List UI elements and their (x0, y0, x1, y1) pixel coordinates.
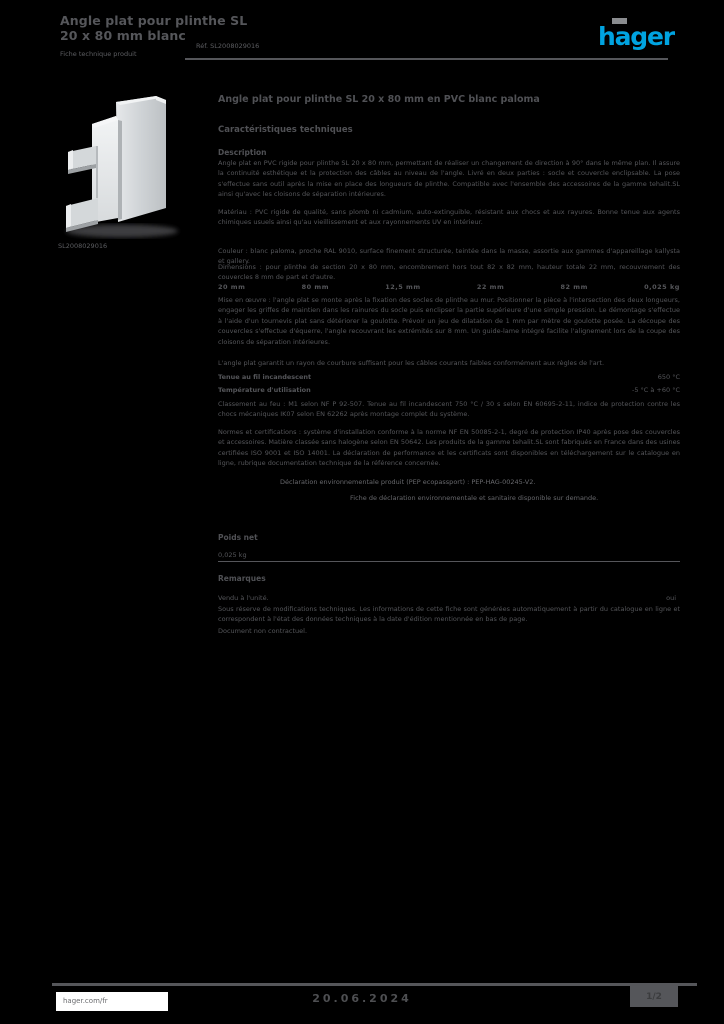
document-title-line2: 20 x 80 mm blanc (60, 27, 186, 43)
remark-short-text: Vendu à l'unité. (218, 594, 269, 602)
kv-value: 650 °C (657, 373, 680, 381)
color-row: Couleur : blanc paloma, proche RAL 9010,… (218, 247, 680, 266)
remark-flag-row: Vendu à l'unité. oui (218, 594, 676, 602)
header-subtitle: Fiche technique produit (60, 50, 137, 58)
installation-paragraph: Mise en œuvre : l'angle plat se monte ap… (218, 296, 680, 346)
description-label: Description (218, 148, 267, 157)
spec-value: 20 mm (218, 283, 246, 291)
hager-logo-text: hager (598, 22, 675, 51)
footer-site-box: hager.com/fr (56, 992, 168, 1011)
kv-label: Température d'utilisation (218, 386, 311, 394)
hager-logo-flag-icon (612, 18, 627, 24)
kv-value: -5 °C à +60 °C (631, 386, 680, 394)
weight-label: Poids net (218, 533, 258, 542)
cable-note-line: L'angle plat garantit un rayon de courbu… (218, 359, 605, 367)
remark-last-line: Document non contractuel. (218, 627, 308, 635)
kv-row-temperature: Température d'utilisation -5 °C à +60 °C (218, 385, 680, 395)
environment-line-2: Fiche de déclaration environnementale et… (350, 494, 599, 502)
fire-classification-row: Classement au feu : M1 selon NF P 92-507… (218, 400, 680, 419)
description-paragraph: Angle plat en PVC rigide pour plinthe SL… (218, 159, 680, 199)
spec-value: 0,025 kg (644, 283, 680, 291)
footer-site-link[interactable]: hager.com/fr (63, 997, 108, 1005)
product-image-caption: SL2008029016 (58, 242, 108, 250)
weight-divider (218, 561, 680, 562)
flat-angle-product-photo (66, 96, 178, 238)
footer-page-badge: 1/2 (630, 986, 678, 1007)
kv-label: Tenue au fil incandescent (218, 373, 312, 381)
remark-body-paragraph: Sous réserve de modifications techniques… (218, 605, 680, 624)
footer-date: 20.06.2024 (312, 992, 412, 1005)
header-divider (185, 58, 668, 60)
product-title: Angle plat pour plinthe SL 20 x 80 mm en… (218, 94, 540, 105)
spec-value: 80 mm (301, 283, 329, 291)
document-title: Angle plat pour plinthe SL 20 x 80 mm bl… (60, 13, 248, 43)
dimension-spec-strip: 20 mm 80 mm 12,5 mm 22 mm 82 mm 0,025 kg (218, 283, 680, 291)
spec-value: 82 mm (560, 283, 588, 291)
section-heading-characteristics: Caractéristiques techniques (218, 125, 353, 135)
kv-row-glow-wire: Tenue au fil incandescent 650 °C (218, 372, 680, 382)
spec-value: 22 mm (476, 283, 505, 291)
hager-logo: hager (598, 18, 675, 51)
header-reference: Réf. SL2008029016 (196, 42, 260, 50)
material-row: Matériau : PVC rigide de qualité, sans p… (218, 208, 680, 227)
document-title-line1: Angle plat pour plinthe SL (60, 13, 248, 28)
spec-value: 12,5 mm (385, 283, 421, 291)
remarks-heading: Remarques (218, 574, 266, 583)
weight-value: 0,025 kg (218, 551, 247, 559)
environment-line-1: Déclaration environnementale produit (PE… (280, 478, 536, 486)
footer-divider (52, 983, 697, 986)
remark-flag-value: oui (666, 594, 676, 602)
product-image (56, 90, 192, 242)
norms-paragraph: Normes et certifications : système d'ins… (218, 428, 680, 468)
dimensions-row: Dimensions : pour plinthe de section 20 … (218, 263, 680, 282)
